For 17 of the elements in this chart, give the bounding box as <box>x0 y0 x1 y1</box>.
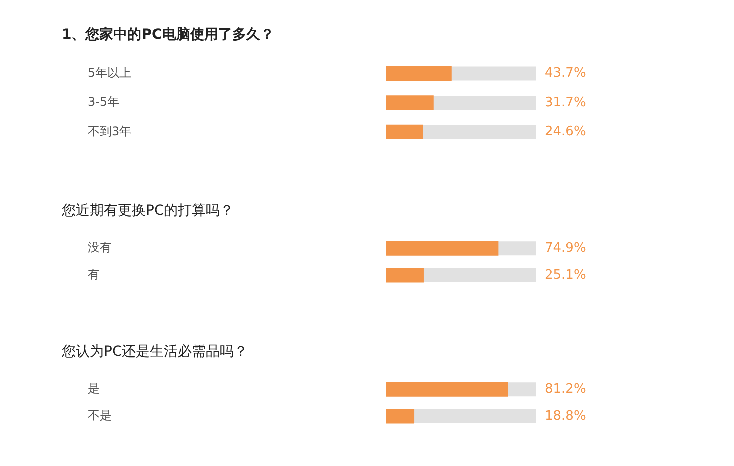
data-label: 25.1% <box>545 268 586 283</box>
data-label: 74.9% <box>545 240 586 256</box>
y-tick-label: 不是 <box>88 408 112 423</box>
data-label: 18.8% <box>545 408 586 424</box>
y-tick-label: 有 <box>88 268 100 282</box>
text: 1、您家中的PC电脑使用了多久？ <box>62 26 274 44</box>
data-label: 43.7% <box>545 66 586 82</box>
y-tick-label: 没有 <box>88 240 112 255</box>
text: 您认为PC还是生活必需品吗？ <box>62 343 248 361</box>
y-tick-label: 5年以上 <box>88 66 132 80</box>
data-label: 31.7% <box>545 95 586 110</box>
data-label: 81.2% <box>545 382 586 397</box>
y-tick-label: 不到3年 <box>88 124 132 138</box>
y-tick-label: 3-5年 <box>88 95 120 110</box>
data-label: 24.6% <box>545 124 586 140</box>
y-tick-label: 是 <box>88 382 100 396</box>
text: 您近期有更换PC的打算吗？ <box>62 202 234 220</box>
